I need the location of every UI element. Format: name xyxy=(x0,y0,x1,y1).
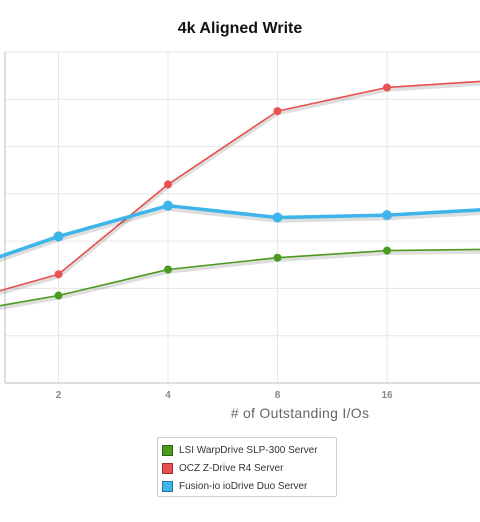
legend-swatch-ocz xyxy=(162,462,173,474)
legend-label-lsi: LSI WarpDrive SLP-300 Server xyxy=(179,444,318,456)
series-line[interactable] xyxy=(0,80,480,305)
data-point[interactable] xyxy=(53,231,64,242)
x-tick-label: 8 xyxy=(275,390,281,400)
data-point[interactable] xyxy=(54,291,63,300)
legend-item-ocz[interactable]: OCZ Z-Drive R4 Server xyxy=(162,459,332,477)
legend-item-lsi[interactable]: LSI WarpDrive SLP-300 Server xyxy=(162,441,332,459)
legend-label-fusion: Fusion-io ioDrive Duo Server xyxy=(179,480,308,492)
x-tick-label: 2 xyxy=(56,390,62,400)
series-line[interactable] xyxy=(0,203,480,275)
series-line-shadow xyxy=(0,204,480,263)
legend-swatch-fusion xyxy=(162,480,173,492)
legend-swatch-lsi xyxy=(162,444,173,456)
series-line[interactable] xyxy=(0,248,480,314)
legend-item-fusion[interactable]: Fusion-io ioDrive Duo Server xyxy=(162,477,332,495)
data-point[interactable] xyxy=(164,265,172,274)
plot-area: 2 4 8 16 xyxy=(0,51,480,400)
data-point[interactable] xyxy=(163,200,173,211)
series-0 xyxy=(0,246,480,314)
data-point[interactable] xyxy=(164,180,172,189)
legend-label-ocz: OCZ Z-Drive R4 Server xyxy=(179,462,284,474)
x-axis-label: # of Outstanding I/Os xyxy=(230,405,370,421)
chart-title: 4k Aligned Write xyxy=(177,20,303,37)
series-layer xyxy=(0,80,480,314)
series-line-shadow xyxy=(0,81,480,296)
series-1 xyxy=(0,80,480,305)
series-line-shadow xyxy=(0,249,480,310)
x-tick-label: 16 xyxy=(381,390,393,400)
data-point[interactable] xyxy=(273,107,282,116)
data-point[interactable] xyxy=(383,83,391,92)
data-point[interactable] xyxy=(383,246,391,255)
legend: LSI WarpDrive SLP-300 Server OCZ Z-Drive… xyxy=(157,437,337,497)
x-tick-labels: 2 4 8 16 xyxy=(56,390,393,400)
data-point[interactable] xyxy=(54,270,63,279)
data-point[interactable] xyxy=(272,212,283,223)
axes xyxy=(4,52,480,384)
data-point[interactable] xyxy=(382,210,392,221)
x-tick-label: 4 xyxy=(165,390,171,400)
series-2 xyxy=(0,200,480,275)
data-point[interactable] xyxy=(273,253,282,262)
